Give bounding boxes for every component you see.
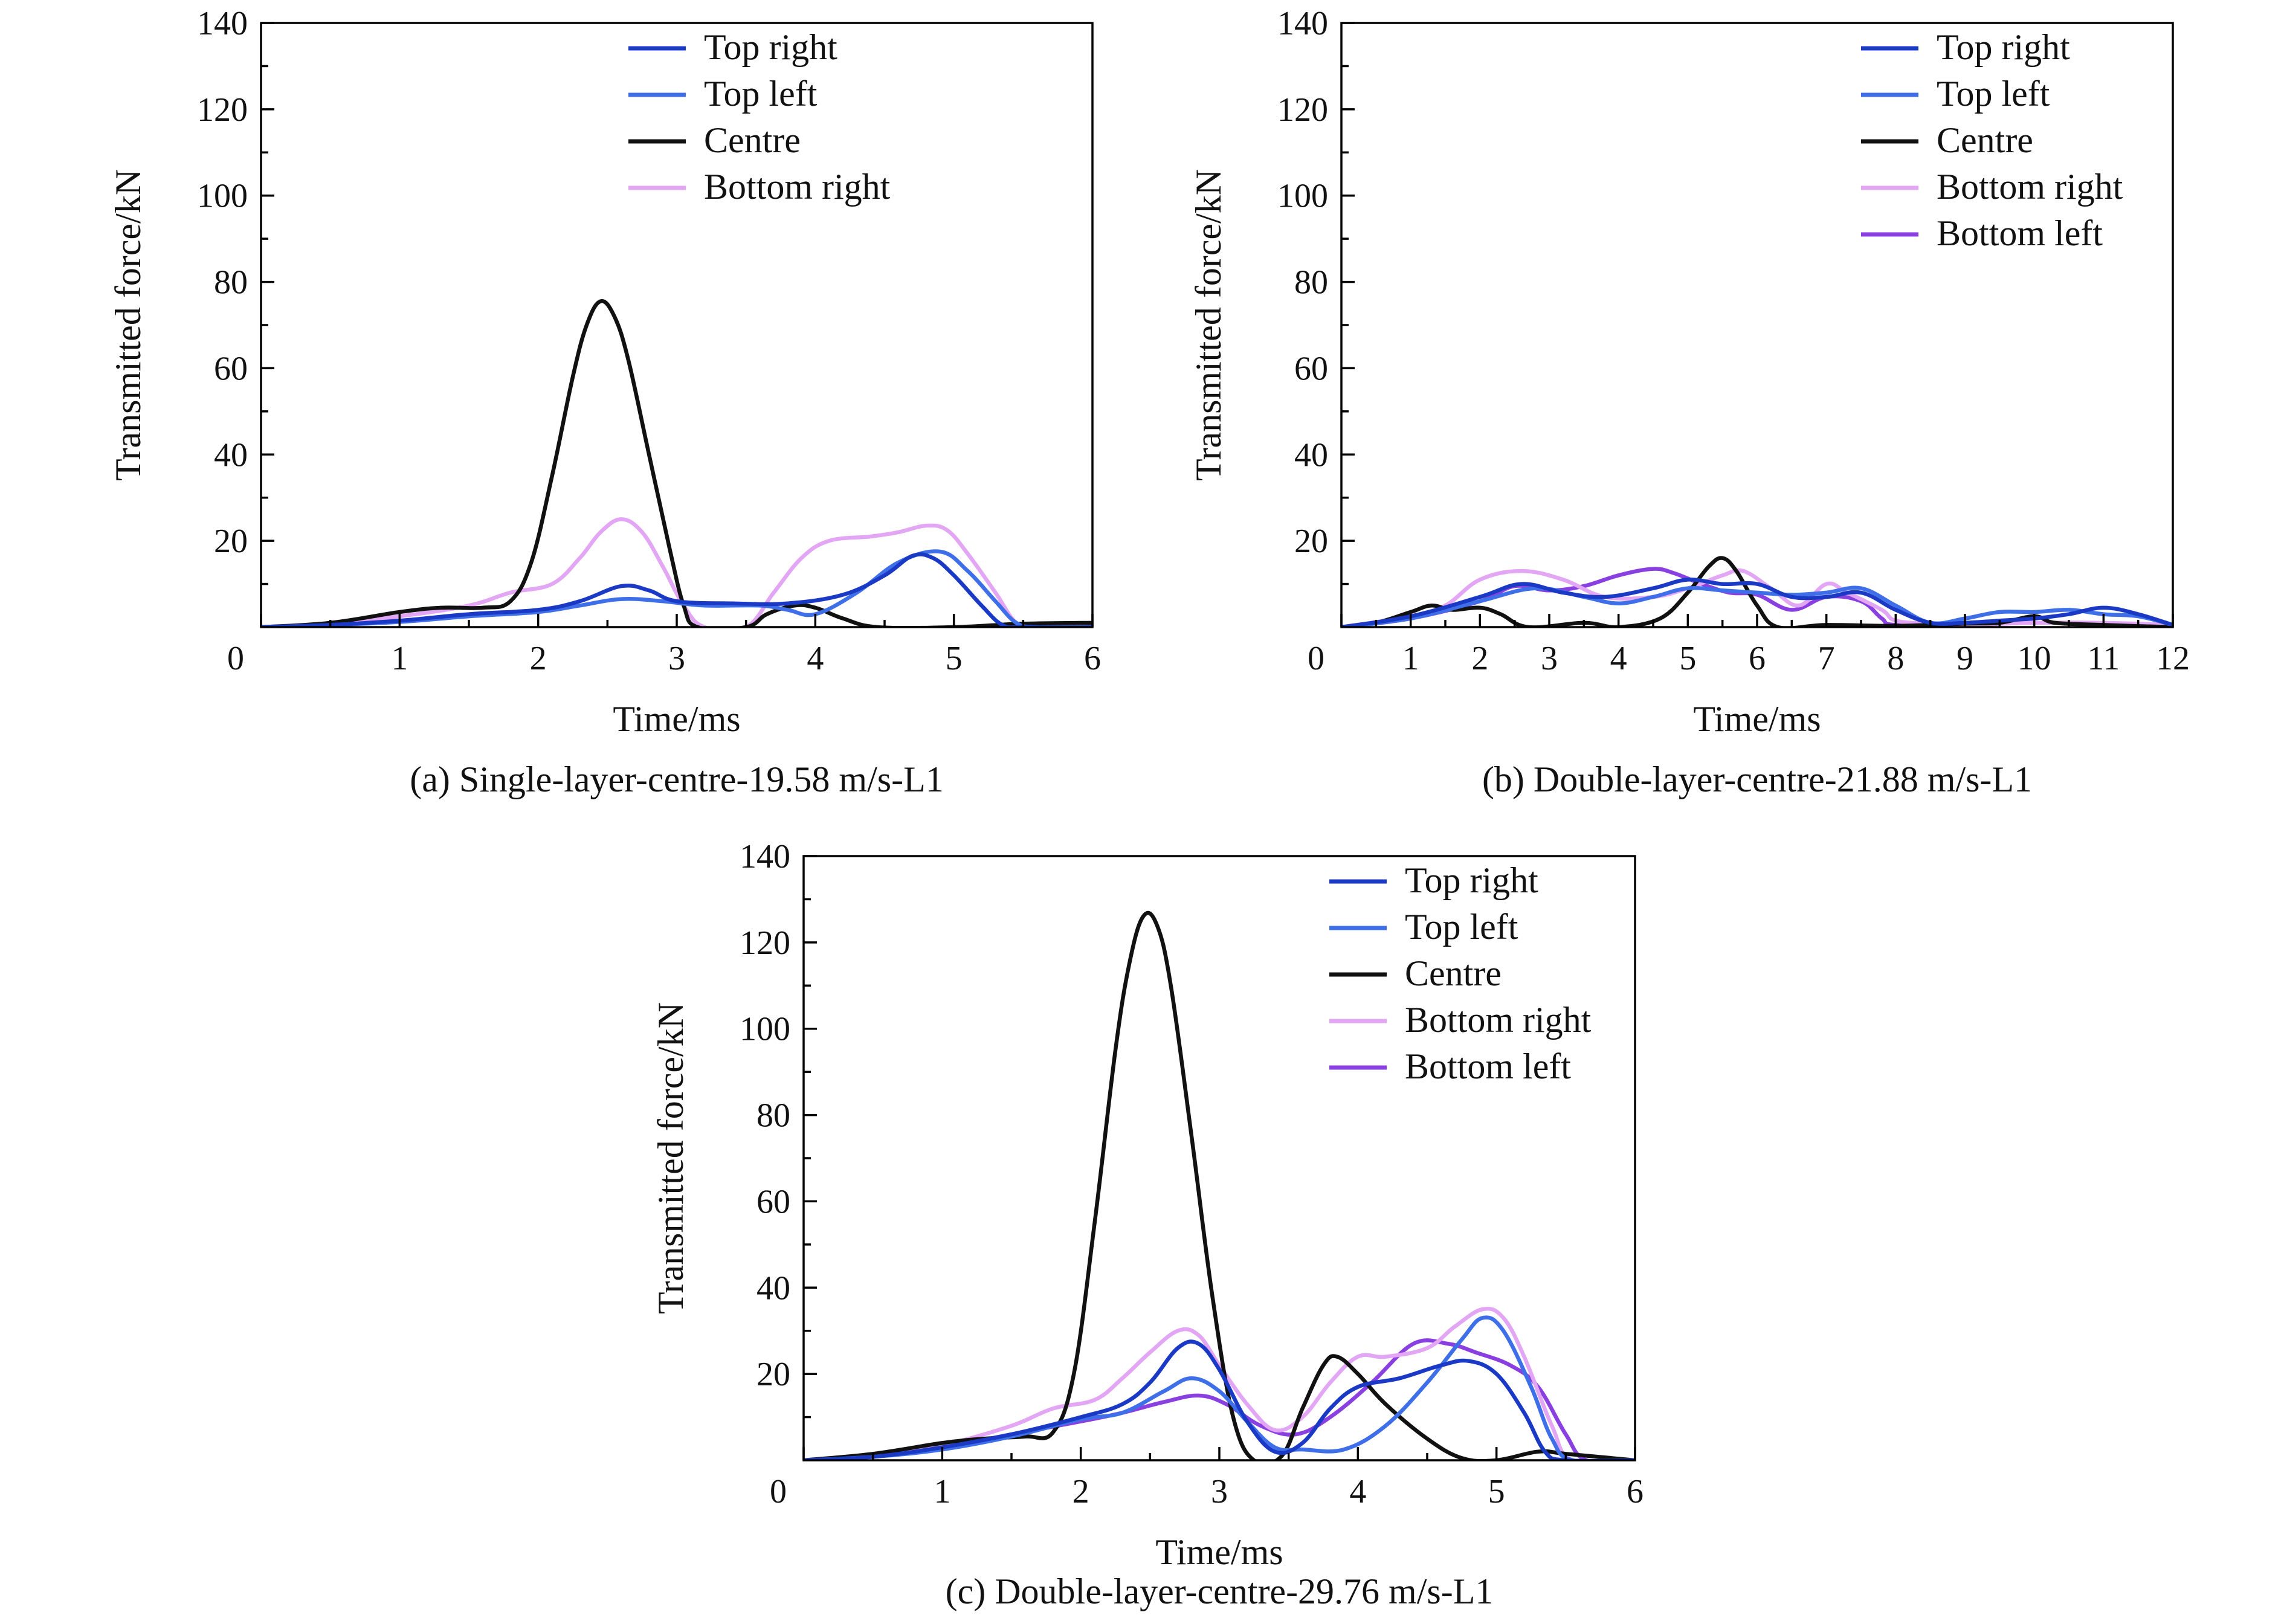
legend-label: Top left xyxy=(1937,74,2050,114)
x-tick-label: 2 xyxy=(1073,1473,1089,1510)
legend-b: Top right Top left Centre Bottom right Botto… xyxy=(1861,27,2123,253)
series-line-top-left xyxy=(804,1315,1635,1460)
x-axis-title: Time/ms xyxy=(613,699,740,739)
x-tick-label: 6 xyxy=(1627,1473,1644,1510)
x-tick-label: 3 xyxy=(1211,1473,1228,1510)
x-tick-label: 5 xyxy=(1488,1473,1505,1510)
x-tick-label: 6 xyxy=(1749,640,1766,677)
legend-label: Top right xyxy=(704,27,837,67)
series-layer-c xyxy=(804,910,1635,1460)
x-origin-label: 0 xyxy=(1308,640,1324,677)
y-tick-label: 60 xyxy=(1294,350,1328,387)
y-tick-label: 140 xyxy=(1277,5,1328,42)
y-tick-label: 100 xyxy=(1277,178,1328,215)
x-tick-label: 7 xyxy=(1818,640,1835,677)
legend-label: Top right xyxy=(1937,27,2070,67)
series-line-top-right xyxy=(261,552,1092,627)
y-tick-label: 60 xyxy=(214,350,248,387)
series-line-top-right xyxy=(1341,578,2173,627)
x-tick-label: 11 xyxy=(2087,640,2120,677)
legend-label: Centre xyxy=(704,120,801,160)
legend-label: Bottom right xyxy=(1937,167,2123,207)
y-tick-label: 40 xyxy=(1294,436,1328,474)
series-line-centre xyxy=(804,910,1635,1460)
panel-caption: (c) Double-layer-centre-29.76 m/s-L1 xyxy=(946,1571,1494,1611)
legend-label: Top left xyxy=(1405,907,1518,947)
x-tick-label: 5 xyxy=(1679,640,1696,677)
y-tick-label: 20 xyxy=(214,523,248,560)
panel-caption: (a) Single-layer-centre-19.58 m/s-L1 xyxy=(410,759,943,799)
y-tick-label: 120 xyxy=(197,91,248,129)
x-tick-label: 9 xyxy=(1957,640,1973,677)
series-line-bottom-right xyxy=(261,517,1092,627)
series-layer-b xyxy=(1341,556,2173,627)
y-tick-label: 100 xyxy=(740,1011,790,1048)
y-tick-label: 60 xyxy=(756,1183,790,1220)
series-layer-a xyxy=(261,299,1092,627)
y-tick-label: 80 xyxy=(214,264,248,301)
legend-label: Centre xyxy=(1405,953,1502,993)
x-tick-label: 2 xyxy=(1471,640,1488,677)
legend-label: Bottom left xyxy=(1405,1046,1571,1086)
x-axis-title: Time/ms xyxy=(1693,699,1821,739)
x-tick-label: 1 xyxy=(934,1473,950,1510)
x-axis-title: Time/ms xyxy=(1155,1532,1283,1572)
ticks-a: 1 2 3 4 5 6 20 40 60 80 100 120 140 xyxy=(197,5,1101,677)
series-line-centre xyxy=(261,299,1092,627)
legend-c: Top right Top left Centre Bottom right Botto… xyxy=(1329,860,1592,1086)
x-tick-label: 2 xyxy=(530,640,547,677)
legend-label: Top left xyxy=(704,74,818,114)
y-tick-label: 140 xyxy=(197,5,248,42)
x-tick-label: 12 xyxy=(2156,640,2190,677)
x-tick-label: 4 xyxy=(807,640,824,677)
series-line-top-right xyxy=(804,1339,1635,1460)
legend-label: Bottom right xyxy=(1405,1000,1592,1040)
y-tick-label: 40 xyxy=(756,1269,790,1307)
x-tick-label: 1 xyxy=(1402,640,1419,677)
x-tick-label: 5 xyxy=(946,640,963,677)
legend-label: Centre xyxy=(1937,120,2033,160)
x-tick-label: 3 xyxy=(668,640,685,677)
y-tick-label: 140 xyxy=(740,838,790,875)
x-tick-label: 10 xyxy=(2018,640,2051,677)
legend-label: Bottom right xyxy=(704,167,891,207)
y-tick-label: 40 xyxy=(214,436,248,474)
y-tick-label: 120 xyxy=(1277,91,1328,129)
x-tick-label: 1 xyxy=(391,640,408,677)
x-tick-label: 8 xyxy=(1887,640,1904,677)
x-tick-label: 4 xyxy=(1610,640,1627,677)
x-tick-label: 4 xyxy=(1349,1473,1366,1510)
x-tick-label: 6 xyxy=(1084,640,1101,677)
panel-caption: (b) Double-layer-centre-21.88 m/s-L1 xyxy=(1482,759,2032,799)
y-axis-title: Transmitted force/kN xyxy=(651,1002,691,1314)
y-tick-label: 80 xyxy=(1294,264,1328,301)
legend-a: Top right Top left Centre Bottom right xyxy=(628,27,891,207)
series-line-top-left xyxy=(1341,585,2173,627)
x-tick-label: 3 xyxy=(1541,640,1558,677)
x-origin-label: 0 xyxy=(770,1473,787,1510)
y-tick-label: 120 xyxy=(740,924,790,962)
y-axis-title: Transmitted force/kN xyxy=(108,169,148,481)
x-origin-label: 0 xyxy=(227,640,244,677)
y-axis-title: Transmitted force/kN xyxy=(1189,169,1228,481)
legend-label: Bottom left xyxy=(1937,213,2103,253)
y-tick-label: 80 xyxy=(756,1097,790,1135)
y-tick-label: 100 xyxy=(197,178,248,215)
y-tick-label: 20 xyxy=(756,1356,790,1393)
y-tick-label: 20 xyxy=(1294,523,1328,560)
series-line-bottom-right xyxy=(804,1306,1635,1460)
panel-c: 1 2 3 4 5 6 20 40 60 80 100 120 140 0 Time/ms Transm… xyxy=(651,838,1644,1611)
panel-a: 1 2 3 4 5 6 20 40 60 80 100 120 140 0 Time/ms Transm… xyxy=(108,5,1101,799)
legend-label: Top right xyxy=(1405,860,1538,900)
ticks-c: 1 2 3 4 5 6 20 40 60 80 100 120 140 xyxy=(740,838,1644,1510)
